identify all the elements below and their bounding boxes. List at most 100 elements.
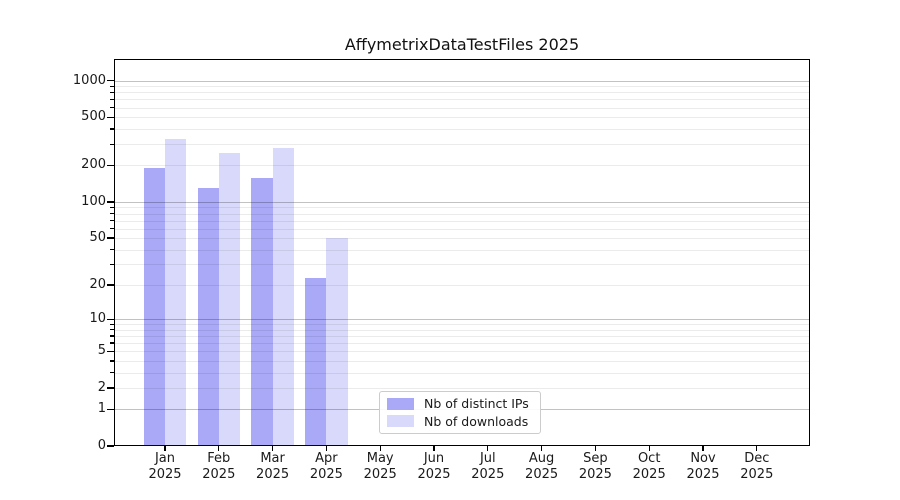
legend-item-0: Nb of distinct IPs: [387, 396, 533, 411]
x-tick-month: Oct: [637, 451, 661, 466]
bar-distinct-ips-mar: [251, 177, 273, 446]
legend-item-1: Nb of downloads: [387, 414, 533, 429]
x-tick-label-mar: Mar 2025: [241, 451, 305, 483]
y-minor-tick-mark-8: [110, 329, 114, 331]
y-minor-tick-mark-600: [110, 106, 114, 109]
x-tick-mark-mar: [272, 446, 274, 451]
y-minor-tick-mark-800: [110, 91, 114, 94]
gridline-400: [115, 128, 809, 130]
gridline-500: [115, 117, 809, 119]
y-minor-tick-mark-3: [110, 372, 114, 374]
y-minor-tick-mark-90: [110, 206, 114, 209]
y-tick-mark-10: [107, 318, 114, 320]
y-tick-mark-1: [107, 408, 114, 411]
gridline-20: [115, 284, 809, 286]
x-tick-mark-sep: [594, 446, 597, 451]
gridline-4: [115, 360, 809, 362]
y-tick-mark-500: [107, 116, 114, 118]
gridline-90: [115, 207, 809, 209]
y-tick-mark-100: [107, 201, 114, 203]
gridline-80: [115, 213, 809, 215]
x-tick-month: Apr: [315, 451, 338, 466]
x-tick-month: Jul: [479, 451, 496, 466]
x-tick-mark-jan: [164, 446, 166, 451]
gridline-50: [115, 238, 809, 240]
y-minor-tick-mark-900: [110, 85, 114, 87]
gridline-70: [115, 220, 809, 222]
x-tick-mark-dec: [756, 446, 758, 451]
x-tick-label-nov: Nov 2025: [671, 451, 735, 483]
y-tick-mark-0: [107, 445, 114, 447]
y-tick-label-1000: 1000: [72, 72, 106, 88]
x-tick-label-jan: Jan 2025: [133, 451, 197, 483]
x-tick-month: Nov: [690, 451, 716, 466]
x-tick-mark-feb: [218, 446, 220, 451]
gridline-200: [115, 165, 809, 167]
y-minor-tick-mark-4: [110, 360, 114, 362]
x-tick-mark-jun: [433, 446, 435, 451]
gridline-3: [115, 372, 809, 374]
x-tick-year: 2025: [363, 467, 397, 482]
y-tick-label-10: 10: [89, 311, 106, 327]
x-tick-month: Feb: [207, 451, 231, 466]
x-tick-year: 2025: [417, 467, 451, 482]
gridline-1000: [115, 80, 809, 82]
legend-label: Nb of distinct IPs: [424, 396, 529, 412]
x-tick-year: 2025: [202, 467, 236, 482]
y-tick-mark-2: [107, 387, 114, 389]
x-tick-label-oct: Oct 2025: [617, 451, 681, 483]
x-tick-month: Mar: [260, 451, 285, 466]
gridline-9: [115, 324, 809, 326]
x-tick-label-aug: Aug 2025: [510, 451, 574, 483]
x-tick-year: 2025: [578, 467, 612, 482]
y-minor-tick-mark-400: [110, 128, 114, 130]
y-tick-label-200: 200: [81, 157, 106, 173]
x-tick-year: 2025: [740, 467, 774, 482]
gridline-900: [115, 86, 809, 88]
gridline-600: [115, 107, 809, 109]
bar-distinct-ips-apr: [305, 277, 327, 446]
x-tick-label-dec: Dec 2025: [725, 451, 789, 483]
y-tick-mark-50: [107, 237, 114, 239]
y-tick-label-500: 500: [81, 109, 106, 125]
y-tick-label-20: 20: [89, 276, 106, 292]
x-tick-mark-aug: [541, 446, 543, 451]
y-minor-tick-mark-6: [110, 342, 114, 344]
y-minor-tick-mark-80: [110, 212, 114, 215]
legend-swatch-icon: [387, 397, 414, 410]
y-minor-tick-mark-9: [110, 323, 114, 325]
x-tick-mark-jul: [487, 446, 489, 451]
x-tick-month: May: [366, 451, 394, 466]
bar-downloads-apr: [326, 238, 348, 446]
y-minor-tick-mark-700: [110, 98, 114, 101]
y-tick-mark-1000: [107, 79, 114, 82]
bar-distinct-ips-feb: [197, 188, 219, 446]
x-tick-month: Aug: [528, 451, 555, 466]
x-tick-mark-may: [379, 446, 381, 451]
x-tick-month: Sep: [583, 451, 608, 466]
x-tick-month: Dec: [744, 451, 770, 466]
gridline-7: [115, 336, 809, 337]
gridline-6: [115, 343, 809, 345]
x-tick-mark-nov: [702, 446, 704, 451]
y-tick-label-0: 0: [97, 438, 106, 453]
x-tick-year: 2025: [471, 467, 505, 482]
x-tick-label-may: May 2025: [348, 451, 412, 483]
x-tick-year: 2025: [256, 467, 290, 482]
y-minor-tick-mark-70: [110, 219, 114, 222]
x-tick-year: 2025: [686, 467, 720, 482]
gridline-60: [115, 228, 809, 230]
x-tick-label-sep: Sep 2025: [563, 451, 627, 483]
x-tick-label-jun: Jun 2025: [402, 451, 466, 483]
gridline-5: [115, 351, 809, 353]
gridline-800: [115, 92, 809, 94]
x-tick-month: Jan: [154, 451, 176, 466]
y-minor-tick-mark-40: [110, 248, 114, 251]
x-tick-year: 2025: [632, 467, 666, 482]
chart-title: AffymetrixDataTestFiles 2025: [344, 35, 580, 54]
x-tick-mark-apr: [325, 446, 328, 451]
bar-downloads-jan: [165, 139, 187, 446]
gridline-700: [115, 99, 809, 101]
x-tick-mark-oct: [648, 446, 650, 451]
